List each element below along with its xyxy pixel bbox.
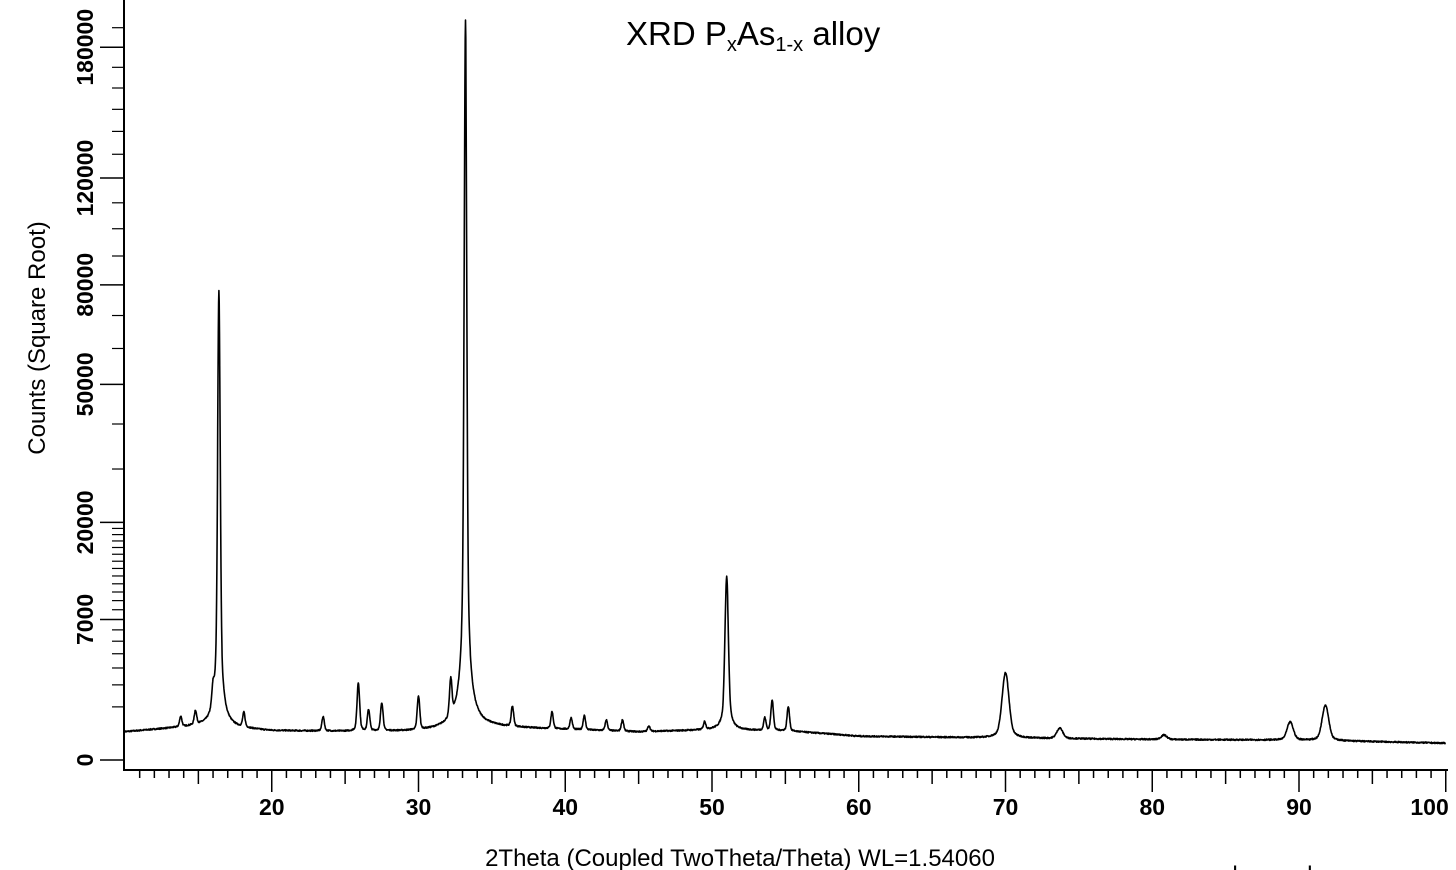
x-tick-label: 50 xyxy=(699,794,725,820)
y-axis-ticks: 0 7000 20000 50000 80000 120000 180000 xyxy=(72,9,124,767)
x-tick-label: 80 xyxy=(1139,794,1165,820)
title-suffix: alloy xyxy=(803,15,881,52)
x-tick-label: 70 xyxy=(993,794,1019,820)
x-axis-label: 2Theta (Coupled TwoTheta/Theta) WL=1.540… xyxy=(485,845,995,870)
y-tick-label: 180000 xyxy=(72,9,98,86)
chart-title: XRD PxAs1-x alloy xyxy=(626,15,881,56)
y-tick-label: 120000 xyxy=(72,140,98,217)
y-tick-label: 20000 xyxy=(72,490,98,554)
x-tick-label: 60 xyxy=(846,794,872,820)
title-sub2: 1-x xyxy=(775,34,803,56)
y-tick-label: 80000 xyxy=(72,253,98,317)
x-tick-label: 30 xyxy=(406,794,432,820)
y-tick-label: 0 xyxy=(72,754,98,767)
x-axis-ticks: 20 30 40 50 60 70 80 90 100 xyxy=(138,770,1449,820)
watermark: www.hqgraphene.com xyxy=(1174,862,1412,870)
title-mid: As xyxy=(737,15,776,52)
y-tick-label: 50000 xyxy=(72,352,98,416)
x-tick-label: 100 xyxy=(1410,794,1448,820)
xrd-pattern-line xyxy=(124,19,1447,745)
y-tick-label: 7000 xyxy=(72,594,98,645)
x-tick-label: 40 xyxy=(552,794,578,820)
y-axis-label: Counts (Square Root) xyxy=(24,221,51,454)
title-prefix: XRD P xyxy=(626,15,727,52)
x-tick-label: 20 xyxy=(259,794,285,820)
title-sub1: x xyxy=(727,34,737,56)
x-tick-label: 90 xyxy=(1286,794,1312,820)
